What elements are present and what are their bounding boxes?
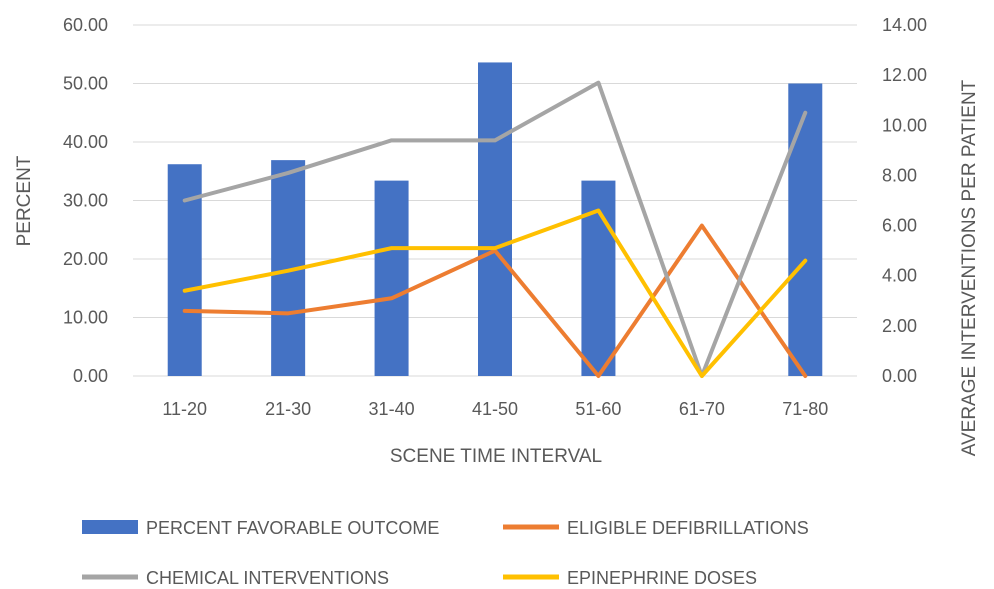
y2-tick-label: 4.00 xyxy=(882,266,917,286)
y2-tick-label: 14.00 xyxy=(882,15,927,35)
legend-label-percent-favorable: PERCENT FAVORABLE OUTCOME xyxy=(146,518,439,538)
bar-series xyxy=(167,62,823,376)
y2-tick-label: 12.00 xyxy=(882,65,927,85)
y-tick-label: 40.00 xyxy=(63,132,108,152)
y-axis-title: PERCENT xyxy=(14,155,35,246)
y-tick-label: 60.00 xyxy=(63,15,108,35)
left-axis-ticks: 0.00 10.00 20.00 30.00 40.00 50.00 60.00 xyxy=(63,15,108,386)
bar xyxy=(788,83,823,376)
legend-label-chemical-interventions: CHEMICAL INTERVENTIONS xyxy=(146,568,389,588)
x-tick-label: 31-40 xyxy=(369,399,415,419)
y2-tick-label: 10.00 xyxy=(882,115,927,135)
y2-tick-label: 6.00 xyxy=(882,216,917,236)
y-tick-label: 30.00 xyxy=(63,191,108,211)
bar xyxy=(374,180,409,376)
bar xyxy=(478,62,512,376)
legend-swatch-percent-favorable xyxy=(82,520,138,534)
x-tick-label: 21-30 xyxy=(265,399,311,419)
right-axis-ticks: 0.00 2.00 4.00 6.00 8.00 10.00 12.00 14.00 xyxy=(882,15,927,386)
line-series xyxy=(182,80,808,378)
series-line-3 xyxy=(182,208,808,378)
y-tick-label: 0.00 xyxy=(73,366,108,386)
x-tick-label: 61-70 xyxy=(679,399,725,419)
series-line-1 xyxy=(182,223,808,378)
x-tick-label: 51-60 xyxy=(575,399,621,419)
legend-label-epinephrine-doses: EPINEPHRINE DOSES xyxy=(567,568,757,588)
x-tick-label: 41-50 xyxy=(472,399,518,419)
y-tick-label: 20.00 xyxy=(63,249,108,269)
y-tick-label: 10.00 xyxy=(63,308,108,328)
x-tick-label: 11-20 xyxy=(162,399,207,419)
y-tick-label: 50.00 xyxy=(63,74,108,94)
y2-tick-label: 2.00 xyxy=(882,316,917,336)
legend: PERCENT FAVORABLE OUTCOME ELIGIBLE DEFIB… xyxy=(82,518,809,588)
y2-tick-label: 0.00 xyxy=(882,366,917,386)
legend-label-eligible-defibrillations: ELIGIBLE DEFIBRILLATIONS xyxy=(567,518,809,538)
y2-axis-title: AVERAGE INTERVENTIONS PER PATIENT xyxy=(959,79,980,456)
x-axis-ticks: 11-20 21-30 31-40 41-50 51-60 61-70 71-80 xyxy=(162,399,828,419)
x-axis-title: SCENE TIME INTERVAL xyxy=(390,446,602,467)
x-tick-label: 71-80 xyxy=(782,399,828,419)
y2-tick-label: 8.00 xyxy=(882,165,917,185)
